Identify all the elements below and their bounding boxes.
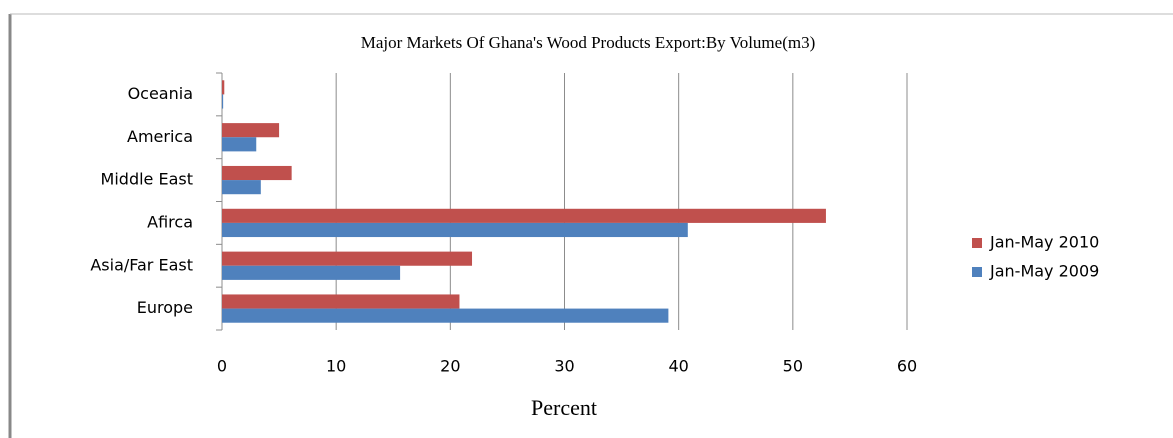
bar: [222, 180, 261, 195]
legend-swatch: [972, 238, 982, 248]
legend-label: Jan-May 2009: [989, 262, 1099, 281]
bar: [222, 80, 225, 95]
y-tick-label: Oceania: [128, 84, 193, 103]
bar: [222, 294, 460, 309]
y-tick-label: America: [127, 127, 193, 146]
x-tick-label: 60: [897, 357, 917, 376]
bar: [222, 222, 688, 238]
y-tick-label: Middle East: [101, 170, 193, 189]
bar: [222, 137, 257, 152]
y-tick-label: Asia/Far East: [90, 255, 193, 274]
x-tick-label: 10: [326, 357, 346, 376]
bar: [222, 208, 826, 223]
bar: [222, 251, 473, 266]
legend-swatch: [972, 267, 982, 277]
x-tick-label: 0: [217, 357, 227, 376]
x-tick-label: 40: [668, 357, 688, 376]
bar: [222, 265, 401, 280]
bar: [222, 165, 292, 181]
x-tick-label: 50: [783, 357, 803, 376]
x-tick-label: 30: [554, 357, 574, 376]
bar: [222, 123, 280, 138]
y-tick-label: Afirca: [147, 212, 193, 231]
x-tick-label: 20: [440, 357, 460, 376]
legend-label: Jan-May 2010: [989, 233, 1099, 252]
x-axis-title: Percent: [531, 395, 597, 420]
chart-title: Major Markets Of Ghana's Wood Products E…: [361, 33, 816, 52]
bar: [222, 308, 669, 323]
y-tick-label: Europe: [137, 298, 193, 317]
bar: [222, 94, 224, 109]
